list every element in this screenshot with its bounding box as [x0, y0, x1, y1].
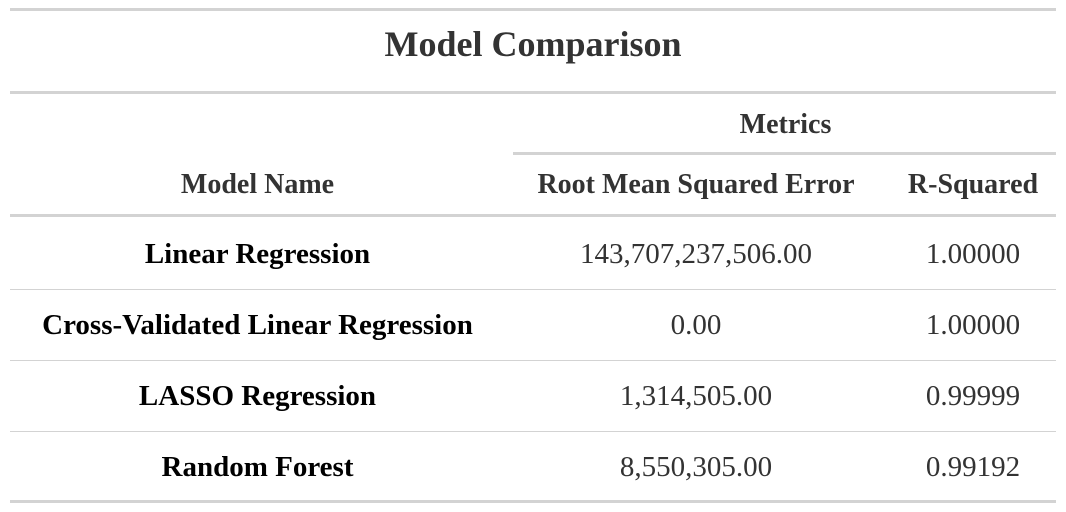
table-row-model: Linear Regression	[144, 238, 371, 270]
table-row-model: Cross-Validated Linear Regression	[42, 309, 473, 341]
row-divider	[10, 360, 1056, 361]
title-rule	[10, 91, 1056, 94]
table-title: Model Comparison	[384, 24, 682, 64]
row-divider	[10, 289, 1056, 290]
table-row-rmse: 1,314,505.00	[619, 380, 773, 412]
header-rule	[10, 214, 1056, 217]
row-divider	[10, 431, 1056, 432]
table-row-r-squared: 1.00000	[925, 238, 1021, 270]
column-header-model-name: Model Name	[180, 169, 335, 200]
spanner-rule	[513, 152, 1056, 155]
table-row-model: Random Forest	[161, 451, 354, 483]
table-row-rmse: 8,550,305.00	[619, 451, 773, 483]
table-row-model: LASSO Regression	[138, 380, 377, 412]
top-rule	[10, 8, 1056, 11]
table-row-r-squared: 0.99192	[925, 451, 1021, 483]
column-header-rmse: Root Mean Squared Error	[537, 169, 855, 200]
column-header-r-squared: R-Squared	[907, 169, 1039, 200]
table-row-r-squared: 0.99999	[925, 380, 1021, 412]
bottom-rule	[10, 500, 1056, 503]
table-row-rmse: 143,707,237,506.00	[580, 238, 812, 270]
table-row-rmse: 0.00	[670, 309, 722, 341]
spanner-metrics: Metrics	[739, 109, 832, 140]
table-row-r-squared: 1.00000	[925, 309, 1021, 341]
